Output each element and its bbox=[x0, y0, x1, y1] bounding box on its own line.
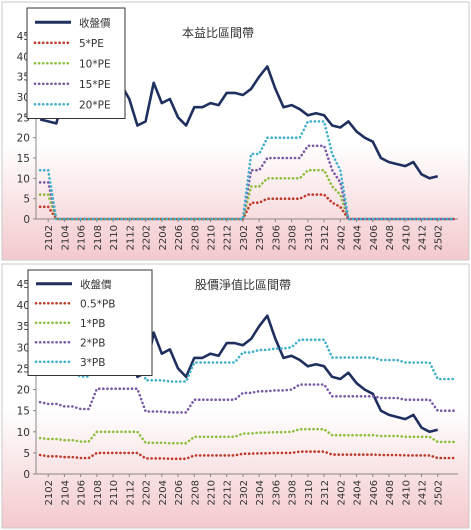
x-tick-label: 2212 bbox=[223, 225, 234, 250]
x-tick-label: 2308 bbox=[288, 225, 299, 250]
chart-title: 股價淨值比區間帶 bbox=[195, 277, 291, 292]
x-tick-label: 2106 bbox=[77, 480, 88, 505]
y-tick-label: 15 bbox=[17, 153, 30, 165]
x-tick-label: 2406 bbox=[369, 480, 380, 505]
x-tick-label: 2102 bbox=[44, 480, 55, 505]
y-tick-label: 25 bbox=[17, 363, 30, 375]
y-tick-label: 45 bbox=[17, 279, 30, 291]
y-tick-label: 0 bbox=[23, 214, 30, 226]
y-tick-label: 10 bbox=[17, 173, 30, 185]
x-tick-label: 2112 bbox=[125, 480, 136, 505]
x-tick-label: 2204 bbox=[158, 480, 169, 505]
x-tick-label: 2410 bbox=[401, 480, 412, 505]
legend-label: 5*PE bbox=[79, 38, 104, 50]
x-tick-label: 2212 bbox=[223, 480, 234, 505]
x-tick-label: 2208 bbox=[190, 480, 201, 505]
x-tick-label: 2408 bbox=[385, 225, 396, 250]
x-tick-label: 2104 bbox=[60, 225, 71, 250]
x-tick-label: 2302 bbox=[239, 225, 250, 250]
x-tick-label: 2302 bbox=[239, 480, 250, 505]
x-tick-label: 2308 bbox=[288, 480, 299, 505]
x-tick-label: 2202 bbox=[142, 480, 153, 505]
x-tick-label: 2112 bbox=[125, 225, 136, 250]
x-tick-label: 2206 bbox=[174, 225, 185, 250]
x-tick-label: 2110 bbox=[109, 225, 120, 250]
x-tick-label: 2402 bbox=[336, 480, 347, 505]
x-tick-label: 2210 bbox=[206, 225, 217, 250]
x-tick-label: 2312 bbox=[320, 225, 331, 250]
x-tick-label: 2306 bbox=[271, 480, 282, 505]
x-tick-label: 2410 bbox=[401, 225, 412, 250]
series-line-4 bbox=[38, 120, 456, 221]
y-tick-label: 15 bbox=[17, 406, 30, 418]
y-tick-label: 5 bbox=[23, 194, 30, 206]
x-tick-label: 2412 bbox=[417, 480, 428, 505]
x-tick-label: 2502 bbox=[434, 225, 445, 250]
x-tick-label: 2304 bbox=[255, 225, 266, 250]
x-tick-label: 2110 bbox=[109, 480, 120, 505]
x-tick-label: 2210 bbox=[206, 480, 217, 505]
x-tick-label: 2310 bbox=[304, 480, 315, 505]
series-line-1 bbox=[38, 450, 456, 461]
legend-label: 20*PE bbox=[79, 99, 111, 111]
legend-label: 1*PB bbox=[80, 318, 105, 330]
y-tick-label: 35 bbox=[17, 321, 30, 333]
x-tick-label: 2102 bbox=[44, 225, 55, 250]
x-tick-label: 2306 bbox=[271, 225, 282, 250]
x-tick-label: 2106 bbox=[77, 225, 88, 250]
x-tick-label: 2312 bbox=[320, 480, 331, 505]
x-tick-label: 2204 bbox=[158, 225, 169, 250]
y-tick-label: 0 bbox=[23, 469, 30, 481]
x-tick-label: 2502 bbox=[434, 480, 445, 505]
y-tick-label: 20 bbox=[17, 385, 30, 397]
legend-label: 收盤價 bbox=[79, 16, 111, 29]
chart-title: 本益比區間帶 bbox=[182, 26, 254, 40]
x-tick-label: 2406 bbox=[369, 225, 380, 250]
y-tick-label: 30 bbox=[17, 342, 30, 354]
x-tick-label: 2412 bbox=[417, 225, 428, 250]
legend-label: 10*PE bbox=[79, 58, 111, 70]
x-tick-label: 2402 bbox=[336, 225, 347, 250]
y-tick-label: 40 bbox=[17, 300, 30, 312]
series-line-3 bbox=[38, 383, 456, 414]
x-tick-label: 2202 bbox=[142, 225, 153, 250]
x-tick-label: 2104 bbox=[60, 480, 71, 505]
y-tick-label: 20 bbox=[17, 133, 30, 145]
legend-label: 15*PE bbox=[79, 79, 111, 91]
legend-label: 0.5*PB bbox=[80, 298, 115, 310]
x-tick-label: 2304 bbox=[255, 480, 266, 505]
legend-label: 2*PB bbox=[80, 337, 105, 349]
y-tick-label: 10 bbox=[17, 427, 30, 439]
x-tick-label: 2404 bbox=[353, 225, 364, 250]
legend-label: 3*PB bbox=[80, 357, 105, 369]
x-tick-label: 2108 bbox=[93, 225, 104, 250]
x-tick-label: 2108 bbox=[93, 480, 104, 505]
x-tick-label: 2408 bbox=[385, 480, 396, 505]
legend-label: 收盤價 bbox=[80, 278, 112, 291]
pb-band-chart: 0 5 10 15 20 25 30 35 40 45 2102 2104 2106 2108 2110 21… bbox=[1, 263, 470, 529]
x-tick-label: 2208 bbox=[190, 225, 201, 250]
x-tick-label: 2310 bbox=[304, 225, 315, 250]
x-tick-label: 2404 bbox=[353, 480, 364, 505]
series-line-2 bbox=[38, 427, 456, 445]
y-tick-label: 5 bbox=[23, 448, 30, 460]
x-tick-label: 2206 bbox=[174, 480, 185, 505]
